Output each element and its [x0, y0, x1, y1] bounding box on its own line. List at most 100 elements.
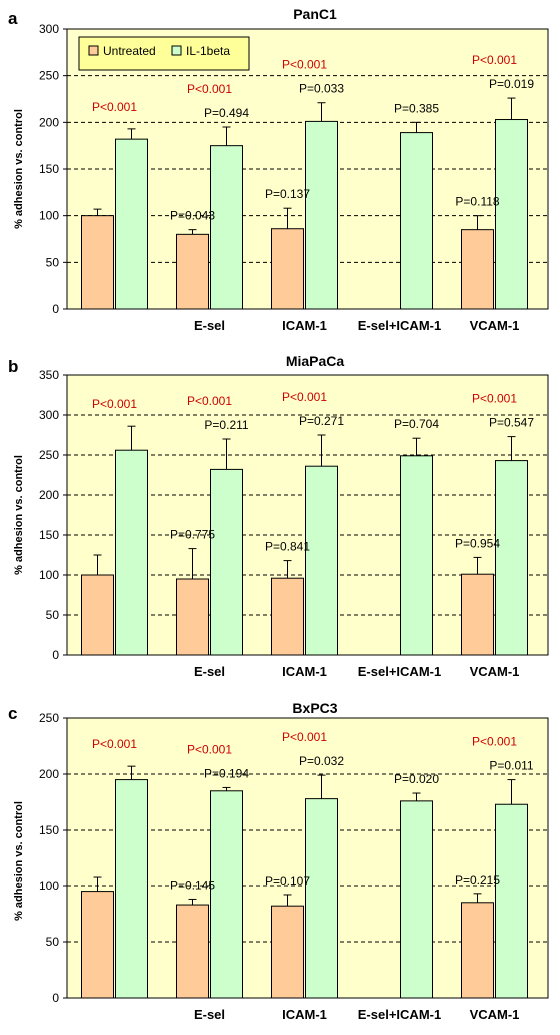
y-tick-label: 100	[39, 209, 59, 223]
plot-frame	[66, 717, 549, 999]
bar-il1beta	[115, 449, 148, 656]
x-category-label: E-sel	[194, 318, 225, 333]
x-category-label: ICAM-1	[282, 318, 327, 333]
p-value-il1beta: P=0.033	[299, 82, 344, 96]
bar-il1beta	[305, 798, 338, 999]
y-axis-label: % adhesion vs. control	[13, 455, 25, 575]
panel-b: b MiaPaCa % adhesion vs. control 0 50 100 1…	[8, 353, 549, 679]
bar-untreated	[461, 573, 494, 656]
p-value-treatment: P<0.001	[187, 82, 232, 96]
bar-il1beta	[495, 119, 528, 310]
bar-untreated	[81, 574, 114, 656]
x-category-label: ICAM-1	[282, 1007, 327, 1022]
x-category-label: E-sel	[194, 1007, 225, 1022]
chart-title: MiaPaCa	[286, 353, 345, 369]
bar-il1beta	[305, 120, 338, 310]
legend-swatch-il1beta	[171, 45, 182, 56]
y-tick-label: 50	[46, 255, 60, 269]
y-tick-label: 150	[39, 823, 59, 837]
y-tick-label: 100	[39, 879, 59, 893]
y-axis-label: % adhesion vs. control	[13, 801, 25, 921]
bar-il1beta	[400, 455, 433, 656]
p-value-untreated: P=0.043	[170, 209, 215, 223]
p-value-untreated: P=0.145	[170, 878, 215, 892]
bar-il1beta	[210, 468, 243, 656]
chart-title: PanC1	[293, 6, 337, 22]
y-tick-label: 0	[52, 648, 59, 662]
bar-il1beta	[400, 800, 433, 999]
y-tick-label: 0	[52, 302, 59, 316]
y-tick-label: 50	[46, 608, 60, 622]
legend: Untreated IL-1beta	[78, 36, 250, 71]
p-value-il1beta: P=0.194	[204, 766, 249, 780]
p-value-treatment: P<0.001	[282, 390, 327, 404]
x-category-label: VCAM-1	[470, 1007, 520, 1022]
chart-title: BxPC3	[292, 700, 337, 716]
p-value-il1beta: P=0.385	[394, 101, 439, 115]
x-category-label: ICAM-1	[282, 664, 327, 679]
y-tick-label: 50	[46, 935, 60, 949]
y-tick-label: 150	[39, 162, 59, 176]
p-value-treatment: P<0.001	[472, 735, 517, 749]
p-value-il1beta: P=0.032	[299, 754, 344, 768]
y-tick-label: 200	[39, 488, 59, 502]
bar-il1beta	[400, 132, 433, 310]
bar-untreated	[81, 891, 114, 999]
p-value-treatment: P<0.001	[472, 53, 517, 67]
p-value-treatment: P<0.001	[92, 737, 137, 751]
p-value-treatment: P<0.001	[92, 100, 137, 114]
y-tick-label: 200	[39, 115, 59, 129]
p-value-il1beta: P=0.020	[394, 772, 439, 786]
plot-frame	[66, 28, 549, 310]
p-value-il1beta: P=0.271	[299, 414, 344, 428]
legend-label-untreated: Untreated	[103, 44, 156, 58]
p-value-treatment: P<0.001	[472, 392, 517, 406]
bar-untreated	[271, 228, 304, 310]
p-value-il1beta: P=0.704	[394, 417, 439, 431]
legend-label-il1beta: IL-1beta	[186, 44, 230, 58]
bar-untreated	[271, 905, 304, 999]
y-tick-label: 300	[39, 22, 59, 36]
y-tick-label: 100	[39, 568, 59, 582]
p-value-untreated: P=0.215	[455, 873, 500, 887]
bar-untreated	[81, 215, 114, 310]
p-value-treatment: P<0.001	[187, 394, 232, 408]
bar-il1beta	[210, 790, 243, 999]
p-value-il1beta: P=0.019	[489, 77, 534, 91]
x-category-label: VCAM-1	[470, 318, 520, 333]
p-value-il1beta: P=0.011	[489, 759, 533, 773]
bar-untreated	[461, 902, 494, 999]
y-tick-label: 0	[52, 991, 59, 1005]
plot-frame	[66, 374, 549, 656]
p-value-treatment: P<0.001	[187, 742, 232, 756]
x-category-label: E-sel+ICAM-1	[358, 1007, 441, 1022]
p-value-il1beta: P=0.211	[204, 418, 248, 432]
panel-c: c BxPC3 % adhesion vs. control 0 50 100 150…	[8, 700, 549, 1022]
p-value-untreated: P=0.137	[265, 187, 310, 201]
bar-untreated	[461, 229, 494, 310]
x-category-label: E-sel+ICAM-1	[358, 318, 441, 333]
bar-il1beta	[115, 138, 148, 310]
bar-untreated	[176, 904, 209, 999]
y-tick-label: 150	[39, 528, 59, 542]
x-category-label: E-sel	[194, 664, 225, 679]
y-tick-label: 250	[39, 711, 59, 725]
y-tick-label: 300	[39, 408, 59, 422]
p-value-il1beta: P=0.494	[204, 106, 249, 120]
p-value-il1beta: P=0.547	[489, 416, 534, 430]
legend-swatch-untreated	[88, 45, 99, 56]
p-value-untreated: P=0.118	[455, 195, 499, 209]
bar-untreated	[176, 233, 209, 310]
p-value-treatment: P<0.001	[282, 58, 327, 72]
bar-il1beta	[305, 465, 338, 656]
panel-letter: b	[8, 357, 18, 376]
bar-il1beta	[495, 460, 528, 656]
bar-il1beta	[210, 145, 243, 310]
p-value-treatment: P<0.001	[92, 397, 137, 411]
y-tick-label: 250	[39, 69, 59, 83]
y-tick-label: 200	[39, 767, 59, 781]
bar-untreated	[176, 578, 209, 656]
p-value-untreated: P=0.841	[265, 540, 310, 554]
y-tick-label: 250	[39, 448, 59, 462]
y-tick-label: 350	[39, 368, 59, 382]
